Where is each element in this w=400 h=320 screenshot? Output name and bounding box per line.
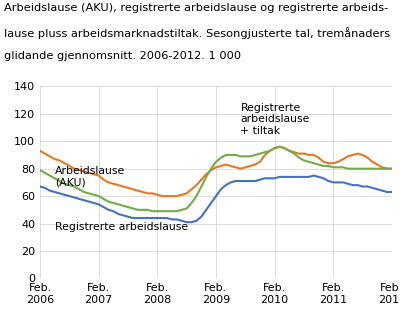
Text: Registrerte
arbeidslause
+ tiltak: Registrerte arbeidslause + tiltak bbox=[240, 103, 310, 136]
Text: Arbeidslause
(AKU): Arbeidslause (AKU) bbox=[55, 166, 125, 188]
Text: glidande gjennomsnitt. 2006-2012. 1 000: glidande gjennomsnitt. 2006-2012. 1 000 bbox=[4, 51, 241, 61]
Text: lause pluss arbeidsmarknadstiltak. Sesongjusterte tal, tremånaders: lause pluss arbeidsmarknadstiltak. Seson… bbox=[4, 27, 390, 39]
Text: Arbeidslause (AKU), registrerte arbeidslause og registrerte arbeids-: Arbeidslause (AKU), registrerte arbeidsl… bbox=[4, 3, 388, 13]
Text: Registrerte arbeidslause: Registrerte arbeidslause bbox=[55, 222, 188, 232]
